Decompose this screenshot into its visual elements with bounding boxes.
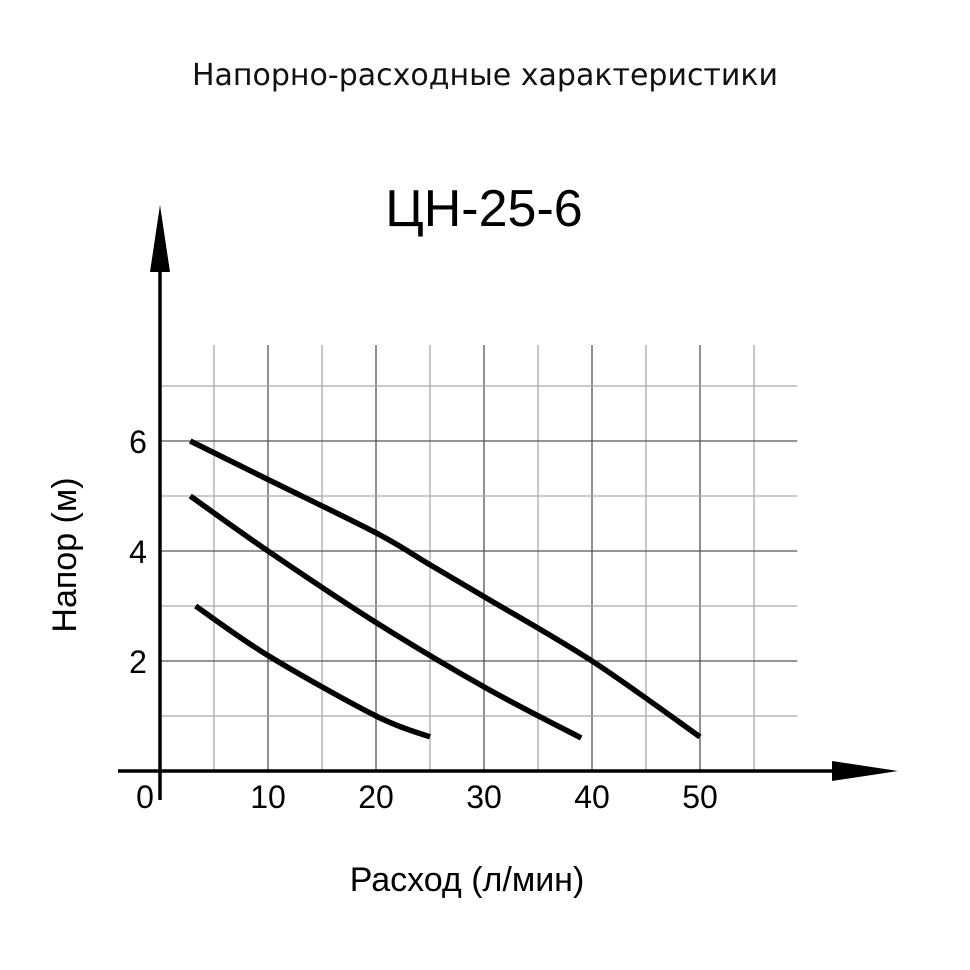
pump-curve-3 <box>194 603 431 740</box>
axes <box>118 205 898 800</box>
x-tick-label: 40 <box>574 779 610 815</box>
x-tick-label: 30 <box>466 779 502 815</box>
x-axis-label: Расход (л/мин) <box>350 861 585 899</box>
y-axis-arrow <box>150 205 170 272</box>
y-axis-label: Напор (м) <box>46 477 84 632</box>
x-axis-arrow <box>832 761 898 781</box>
chart-subtitle: ЦН-25-6 <box>385 180 582 238</box>
y-tick-label: 6 <box>129 424 147 460</box>
x-tick-label: 20 <box>358 779 394 815</box>
x-tick-label: 10 <box>250 779 286 815</box>
labels: ЦН-25-6 Расход (л/мин) Напор (м) 0 10 20 30… <box>46 180 718 899</box>
y-tick-label: 4 <box>129 534 147 570</box>
curves <box>188 438 702 741</box>
chart-title: Напорно-расходные характеристики <box>191 58 779 93</box>
x-tick-label: 50 <box>682 779 718 815</box>
grid <box>160 345 798 771</box>
y-tick-label: 2 <box>129 644 147 680</box>
x-tick-label: 0 <box>136 779 154 815</box>
pump-curve-1 <box>189 438 702 740</box>
pump-curve-2 <box>188 493 583 741</box>
